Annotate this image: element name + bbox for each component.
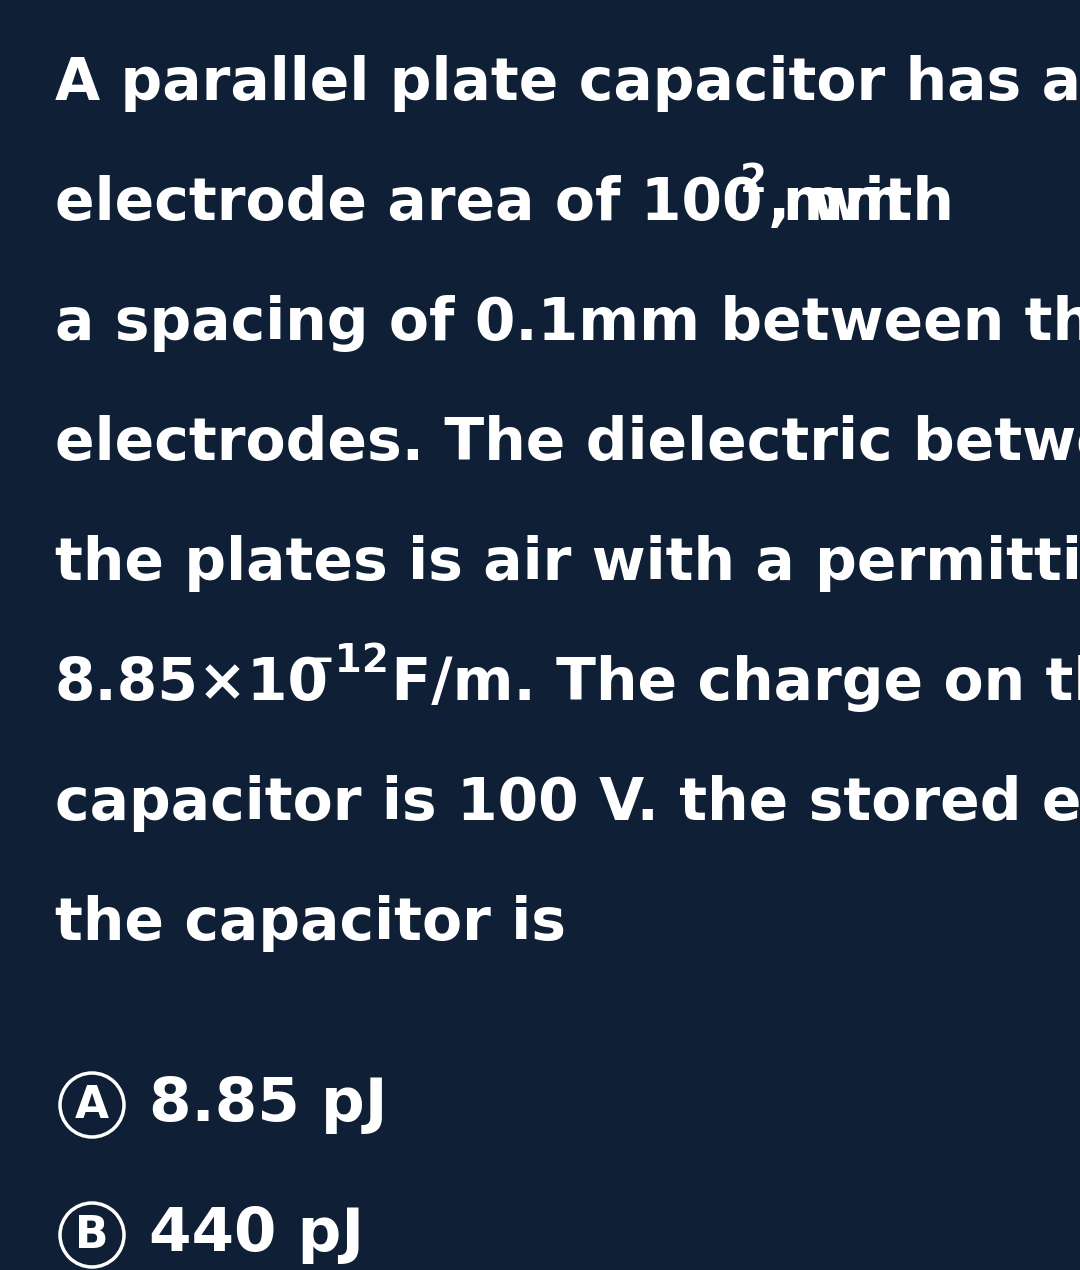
Text: the plates is air with a permittivity of: the plates is air with a permittivity of [55, 535, 1080, 592]
Text: 8.85×10: 8.85×10 [55, 655, 329, 712]
Text: 440 pJ: 440 pJ [149, 1205, 364, 1265]
Text: A parallel plate capacitor has an: A parallel plate capacitor has an [55, 55, 1080, 112]
Text: capacitor is 100 V. the stored energy in: capacitor is 100 V. the stored energy in [55, 775, 1080, 832]
Text: a spacing of 0.1mm between the: a spacing of 0.1mm between the [55, 295, 1080, 352]
Text: electrodes. The dielectric between: electrodes. The dielectric between [55, 415, 1080, 472]
Text: −12: −12 [303, 643, 390, 679]
Text: 8.85 pJ: 8.85 pJ [149, 1076, 388, 1134]
Text: B: B [76, 1214, 109, 1256]
Text: F/m. The charge on the: F/m. The charge on the [372, 655, 1080, 712]
Text: electrode area of 100 mm: electrode area of 100 mm [55, 175, 905, 232]
Text: 2: 2 [740, 163, 767, 199]
Text: A: A [75, 1083, 109, 1126]
Text: the capacitor is: the capacitor is [55, 895, 566, 952]
Text: , with: , with [768, 175, 954, 232]
